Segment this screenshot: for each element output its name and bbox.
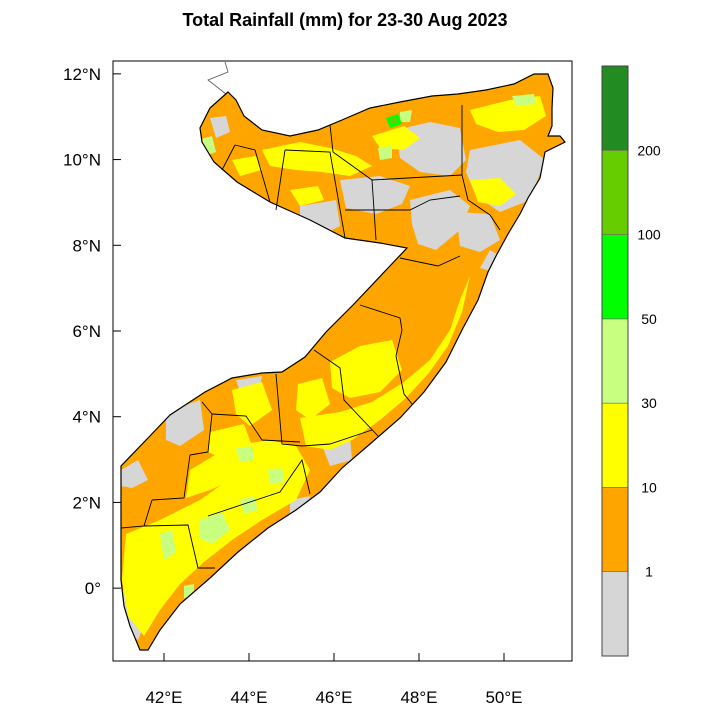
colorbar-label: 200 xyxy=(637,142,661,158)
y-tick-label: 8°N xyxy=(72,236,101,255)
rain-zone-moderate xyxy=(300,276,470,450)
colorbar-bin-10-30 xyxy=(601,402,629,488)
x-tick-label: 44°E xyxy=(230,688,267,707)
rain-zone-moderate xyxy=(186,440,296,498)
colorbar-label: 100 xyxy=(637,227,661,243)
rain-zone-heavy xyxy=(512,94,536,106)
map-title: Total Rainfall (mm) for 23-30 Aug 2023 xyxy=(182,10,508,30)
x-tick-label: 46°E xyxy=(315,688,352,707)
y-tick-label: 4°N xyxy=(72,408,101,427)
x-tick-label: 48°E xyxy=(400,688,437,707)
colorbar-bin-30-50 xyxy=(601,318,629,404)
rain-zone-norain xyxy=(121,460,148,488)
rain-zone-moderate xyxy=(290,186,324,206)
colorbar: 1 10 30 50 100 200 xyxy=(601,65,661,657)
x-tick-label: 42°E xyxy=(145,688,182,707)
colorbar-bin-below-1 xyxy=(601,571,629,657)
rain-zone-norain xyxy=(340,176,410,214)
rain-zone-heavy xyxy=(200,512,230,544)
rain-zone-heavy xyxy=(268,468,284,484)
colorbar-bin-100-200 xyxy=(601,149,629,235)
rain-zone-heavy xyxy=(378,146,392,160)
colorbar-bin-above-200 xyxy=(601,65,629,151)
x-tick-label: 50°E xyxy=(485,688,522,707)
axis-ticks xyxy=(113,73,505,661)
region-borders xyxy=(120,105,501,569)
colorbar-label: 30 xyxy=(641,395,657,411)
rain-zone-heavy xyxy=(236,446,254,462)
rain-zone-moderate xyxy=(122,446,310,636)
rain-zone-heavy xyxy=(160,530,176,560)
rain-zone-moderate xyxy=(232,156,262,176)
y-tick-label: 0° xyxy=(85,579,101,598)
rain-zone-moderate xyxy=(372,126,420,150)
colorbar-label: 1 xyxy=(645,564,653,580)
rain-zone-moderate xyxy=(470,96,546,132)
colorbar-bin-50-100 xyxy=(601,234,629,320)
rain-zone-heavy xyxy=(400,110,412,122)
colorbar-bin-1-10 xyxy=(601,487,629,573)
rain-zone-moderate xyxy=(330,340,402,398)
rain-zone-moderate xyxy=(296,378,330,420)
colorbar-label: 50 xyxy=(641,311,657,327)
y-tick-label: 6°N xyxy=(72,322,101,341)
rain-zone-extreme xyxy=(390,117,397,124)
rain-zone-norain xyxy=(456,212,500,252)
y-tick-label: 12°N xyxy=(63,65,101,84)
country-outline xyxy=(120,73,566,651)
rain-zone-norain xyxy=(210,116,230,138)
rain-zone-moderate xyxy=(232,382,272,426)
rain-zone-norain xyxy=(410,190,470,250)
rain-zone-moderate xyxy=(470,178,516,206)
y-tick-label: 2°N xyxy=(72,493,101,512)
y-tick-label: 10°N xyxy=(63,151,101,170)
axis-labels: 42°E 44°E 46°E 48°E 50°E 12°N 10°N 8°N 6°N 4°N 2°N… xyxy=(63,65,523,707)
colorbar-frame xyxy=(601,65,629,657)
colorbar-label: 10 xyxy=(641,479,657,495)
